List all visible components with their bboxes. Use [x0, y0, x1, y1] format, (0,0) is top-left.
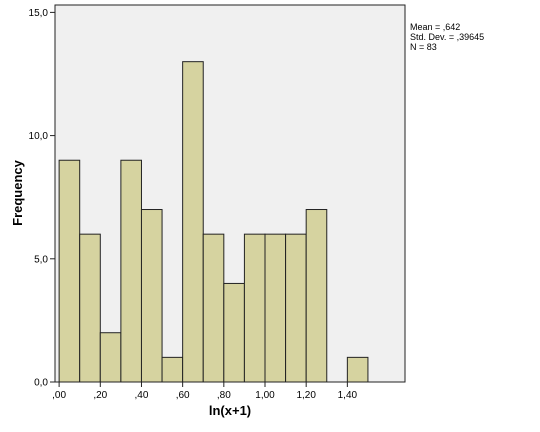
x-axis: ,00 ,20 ,40 ,60 ,80 1,00 1,20 1,40: [52, 382, 358, 401]
x-tick-label: ,40: [135, 390, 149, 401]
stats-mean: Mean = ,642: [410, 22, 460, 32]
histogram-bar: [79, 233, 101, 383]
y-tick-label: 0,0: [34, 378, 48, 389]
histogram-bar: [99, 332, 122, 383]
x-tick-label: 1,20: [296, 390, 316, 401]
x-tick-label: 1,40: [338, 390, 358, 401]
bars-group: [58, 61, 369, 383]
histogram-bar: [305, 209, 328, 383]
x-tick-label: ,00: [52, 390, 66, 401]
histogram-bar: [182, 61, 204, 383]
stats-box: Mean = ,642 Std. Dev. = ,39645 N = 83: [410, 22, 484, 52]
histogram-bar: [264, 233, 287, 383]
y-axis-title: Frequency: [10, 159, 25, 226]
histogram-bar: [161, 356, 184, 383]
histogram-bar: [120, 159, 142, 383]
x-tick-label: ,80: [217, 390, 231, 401]
y-axis: 0,0 5,0 10,0 15,0: [29, 8, 55, 389]
histogram-bar: [202, 233, 225, 383]
x-tick-label: ,20: [93, 390, 107, 401]
x-tick-label: 1,00: [255, 390, 275, 401]
y-tick-label: 10,0: [29, 131, 49, 142]
y-tick-label: 5,0: [34, 254, 48, 265]
histogram-bar: [346, 356, 369, 383]
histogram-bar: [285, 233, 307, 383]
histogram-bar: [243, 233, 266, 383]
x-tick-label: ,60: [176, 390, 190, 401]
y-tick-label: 15,0: [29, 8, 49, 19]
stats-n: N = 83: [410, 42, 437, 52]
histogram-bar: [140, 209, 163, 383]
stats-std-dev: Std. Dev. = ,39645: [410, 32, 484, 42]
histogram-bar: [58, 159, 81, 383]
x-axis-title: ln(x+1): [209, 403, 251, 418]
histogram-bar: [223, 282, 245, 383]
